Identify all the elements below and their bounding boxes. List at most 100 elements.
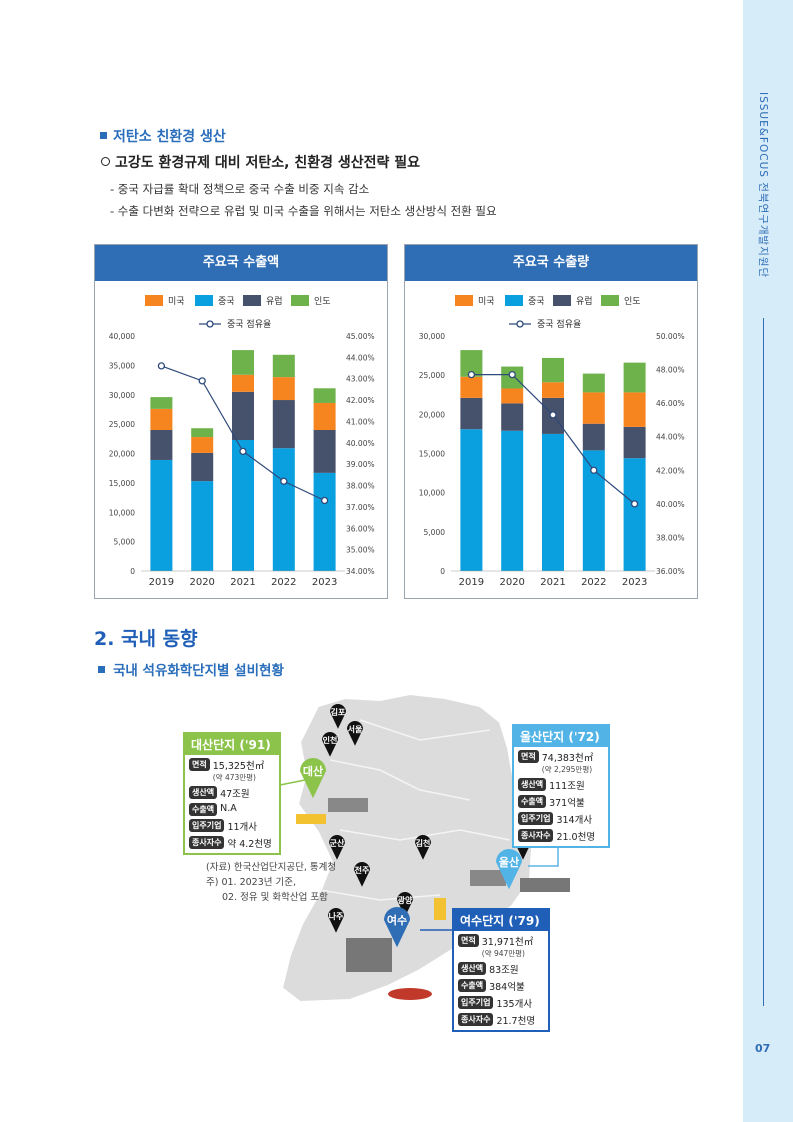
bar-segment [313, 388, 336, 403]
icon [434, 898, 446, 920]
map-pin [354, 862, 370, 887]
y-tick-label: 40,000 [109, 332, 135, 341]
bar-segment [272, 377, 295, 401]
y-tick-label: 15,000 [109, 479, 135, 488]
info-value-group: 74,383천㎡ (약 2,295만평) [542, 750, 593, 775]
info-label: 입주기업 [458, 996, 494, 1009]
info-row: 면적 74,383천㎡ (약 2,295만평) [518, 750, 604, 775]
info-row: 면적 31,971천㎡ (약 947만평) [458, 934, 544, 959]
info-row: 입주기업 135개사 [458, 996, 544, 1010]
y2-tick-label: 48.00% [656, 366, 685, 375]
info-value: 약 4.2천명 [227, 839, 272, 850]
info-value-group: 21.0천명 [556, 829, 595, 843]
info-row: 종사자수 21.0천명 [518, 829, 604, 843]
bar-segment [232, 391, 254, 440]
map-pin [330, 704, 346, 729]
legend-label: 유럽 [266, 296, 283, 307]
line-point [549, 411, 557, 419]
bar-segment [501, 403, 524, 431]
pin-label: 여수 [387, 913, 407, 927]
line-point [198, 377, 206, 385]
bar-segment [191, 437, 214, 453]
bar-segment [542, 382, 564, 398]
y-tick-label: 25,000 [109, 420, 135, 429]
y-tick-label: 25,000 [419, 371, 445, 380]
y-tick-label: 15,000 [419, 450, 445, 459]
bar-segment [272, 448, 295, 571]
bar-segment [460, 429, 483, 571]
legend-swatch [553, 295, 571, 306]
info-value: 74,383천㎡ [541, 753, 594, 764]
y2-tick-label: 40.00% [656, 500, 685, 509]
y-tick-label: 20,000 [419, 410, 445, 419]
y-tick-label: 10,000 [419, 489, 445, 498]
y-tick-label: 5,000 [114, 538, 136, 547]
info-value-group: 31,971천㎡ (약 947만평) [482, 934, 533, 959]
line-point [467, 370, 476, 379]
info-row: 수출액 371억불 [518, 795, 604, 809]
info-value: 111조원 [549, 781, 585, 792]
icon [296, 814, 326, 824]
bar-segment [542, 357, 564, 383]
complex-box: 울산단지 ('72) 면적 74,383천㎡ (약 2,295만평) 생산액 111조원 수… [512, 724, 610, 848]
bar-segment [501, 430, 524, 571]
info-note: (약 473만평) [212, 773, 256, 782]
bar-segment [623, 426, 646, 459]
legend-label: 중국 [528, 296, 545, 307]
y2-tick-label: 38.00% [656, 533, 685, 542]
info-value-group: 135개사 [496, 996, 532, 1010]
info-value-group: N.A [220, 803, 237, 814]
info-value-group: 11개사 [227, 819, 257, 833]
map-pin [384, 907, 410, 948]
info-value: 314개사 [556, 815, 593, 826]
map: 김포서울인천대산군산김천포항울산전주광양나주여수 [279, 692, 570, 1004]
x-tick-label: 2020 [189, 577, 214, 588]
info-label: 생산액 [189, 786, 218, 799]
legend-swatch [505, 295, 523, 306]
pin-label: 나주 [329, 911, 344, 921]
bullet-text: - 수출 다변화 전략으로 유럽 및 미국 수출을 위해서는 저탄소 생산방식 … [110, 204, 497, 218]
map-pin [496, 849, 522, 890]
bar-segment [623, 392, 646, 427]
y-tick-label: 30,000 [419, 332, 445, 341]
chart-panel: 주요국 수출량 0 5,000 10,000 15,000 20,000 25,000 30… [404, 244, 698, 599]
legend-label: 미국 [168, 296, 185, 307]
region-border [319, 719, 511, 901]
legend-swatch [145, 295, 163, 306]
x-tick-label: 2022 [581, 577, 606, 588]
complex-title: 울산단지 ('72) [514, 726, 608, 747]
bar-segment [232, 350, 254, 375]
y-tick-label: 5,000 [424, 528, 446, 537]
icon [520, 878, 570, 892]
pin-label: 인천 [323, 735, 338, 745]
bar-segment [232, 439, 254, 571]
line-point [157, 362, 166, 370]
y2-tick-label: 44.00% [656, 433, 685, 442]
pin-label: 광양 [398, 895, 413, 905]
bar-segment [582, 373, 605, 393]
legend-marker [516, 320, 524, 328]
y-tick-label: 0 [130, 567, 135, 576]
section-heading: 저탄소 친환경 생산 [113, 129, 226, 145]
legend-label: 인도 [624, 296, 641, 307]
y2-tick-label: 50.00% [656, 332, 685, 341]
source-note: (자료) 한국산업단지공단, 통계청 주) 01. 2023년 기준, 02. … [206, 860, 336, 905]
bullet-square [98, 666, 105, 673]
sidebar: ISSUE&FOCUS 전북연구개발지원단 07 [743, 0, 793, 1122]
info-value-group: 83조원 [489, 962, 519, 976]
bar-segment [460, 350, 483, 377]
info-label: 입주기업 [518, 812, 554, 825]
info-row: 생산액 47조원 [189, 786, 275, 800]
y2-tick-label: 41.00% [346, 417, 375, 426]
complex-box: 대산단지 ('91) 면적 15,325천㎡ (약 473만평) 생산액 47조원 수출액 N… [183, 732, 281, 855]
info-value-group: 15,325천㎡ (약 473만평) [213, 758, 264, 783]
x-tick-label: 2021 [230, 577, 255, 588]
map-pin [347, 721, 363, 746]
bar-segment [460, 397, 483, 430]
info-row: 입주기업 11개사 [189, 819, 275, 833]
chart: 0 5,000 10,000 15,000 20,000 25,000 30,000 35,0… [109, 295, 375, 588]
bar-segment [460, 376, 483, 398]
bar-segment [150, 397, 173, 409]
info-value-group: 371억불 [549, 795, 585, 809]
